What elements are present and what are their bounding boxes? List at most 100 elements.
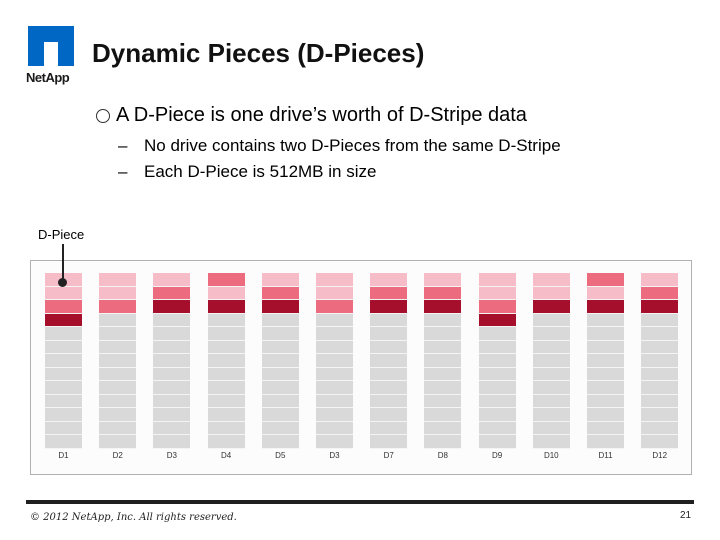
d-piece-cell bbox=[153, 300, 191, 314]
drive-label: D9 bbox=[491, 451, 503, 460]
empty-cell bbox=[478, 354, 516, 368]
d-piece-cell bbox=[424, 273, 462, 287]
empty-cell bbox=[478, 381, 516, 395]
d-piece-cell bbox=[424, 286, 462, 300]
sub-bullet-2: – Each D-Piece is 512MB in size bbox=[118, 162, 376, 182]
empty-cell bbox=[99, 408, 137, 422]
drive-label: D3 bbox=[166, 451, 177, 460]
empty-cell bbox=[641, 367, 679, 381]
drive-label: D1 bbox=[58, 451, 69, 460]
d-piece-cell bbox=[45, 286, 82, 300]
d-piece-cell bbox=[587, 273, 624, 287]
empty-cell bbox=[424, 381, 462, 395]
empty-cell bbox=[316, 367, 353, 381]
empty-cell bbox=[532, 340, 570, 354]
d-piece-cell bbox=[261, 286, 299, 300]
empty-cell bbox=[424, 435, 462, 449]
empty-cell bbox=[641, 327, 679, 341]
empty-cell bbox=[370, 367, 408, 381]
empty-cell bbox=[153, 367, 191, 381]
empty-cell bbox=[532, 421, 570, 435]
empty-cell bbox=[45, 381, 82, 395]
sub-bullet-dash: – bbox=[118, 136, 128, 155]
empty-cell bbox=[261, 354, 299, 368]
empty-cell bbox=[587, 354, 624, 368]
callout-pointer-line bbox=[62, 244, 64, 282]
d-piece-cell bbox=[532, 300, 570, 314]
empty-cell bbox=[207, 381, 245, 395]
empty-cell bbox=[478, 327, 516, 341]
drive-column bbox=[478, 273, 516, 449]
empty-cell bbox=[641, 354, 679, 368]
empty-cell bbox=[153, 354, 191, 368]
empty-cell bbox=[207, 327, 245, 341]
d-piece-cell bbox=[261, 273, 299, 287]
empty-cell bbox=[316, 327, 353, 341]
empty-cell bbox=[207, 367, 245, 381]
d-piece-cell bbox=[478, 300, 516, 314]
empty-cell bbox=[207, 394, 245, 408]
empty-cell bbox=[316, 313, 353, 327]
drive-label: D4 bbox=[220, 451, 232, 460]
empty-cell bbox=[587, 340, 624, 354]
circle-bullet-icon bbox=[96, 108, 110, 123]
empty-cell bbox=[424, 421, 462, 435]
empty-cell bbox=[641, 313, 679, 327]
drive-label: D3 bbox=[329, 451, 340, 460]
d-piece-cell bbox=[45, 300, 82, 314]
empty-cell bbox=[370, 435, 408, 449]
d-piece-cell bbox=[641, 273, 679, 287]
d-piece-cell bbox=[99, 300, 137, 314]
empty-cell bbox=[532, 381, 570, 395]
d-piece-cell bbox=[532, 286, 570, 300]
empty-cell bbox=[153, 381, 191, 395]
empty-cell bbox=[316, 421, 353, 435]
d-piece-cell bbox=[532, 273, 570, 287]
drive-column bbox=[641, 273, 679, 449]
empty-cell bbox=[45, 421, 82, 435]
empty-cell bbox=[99, 381, 137, 395]
empty-cell bbox=[370, 381, 408, 395]
empty-cell bbox=[478, 435, 516, 449]
d-piece-cell bbox=[45, 313, 82, 327]
empty-cell bbox=[99, 340, 137, 354]
drive-label: D2 bbox=[112, 451, 123, 460]
empty-cell bbox=[153, 408, 191, 422]
d-piece-cell bbox=[207, 300, 245, 314]
d-piece-cell bbox=[316, 300, 353, 314]
empty-cell bbox=[207, 340, 245, 354]
empty-cell bbox=[316, 394, 353, 408]
empty-cell bbox=[424, 327, 462, 341]
empty-cell bbox=[45, 340, 82, 354]
drive-column bbox=[587, 273, 624, 449]
sub-bullet-text: Each D-Piece is 512MB in size bbox=[144, 162, 377, 181]
footer-divider bbox=[26, 500, 694, 504]
empty-cell bbox=[316, 408, 353, 422]
empty-cell bbox=[532, 327, 570, 341]
d-piece-cell bbox=[153, 286, 191, 300]
empty-cell bbox=[532, 367, 570, 381]
empty-cell bbox=[207, 313, 245, 327]
drive-column bbox=[424, 273, 462, 449]
empty-cell bbox=[370, 408, 408, 422]
empty-cell bbox=[641, 340, 679, 354]
empty-cell bbox=[478, 367, 516, 381]
empty-cell bbox=[45, 408, 82, 422]
empty-cell bbox=[532, 313, 570, 327]
empty-cell bbox=[207, 435, 245, 449]
empty-cell bbox=[370, 354, 408, 368]
d-piece-cell bbox=[641, 286, 679, 300]
copyright-text: © 2012 NetApp, Inc. All rights reserved. bbox=[30, 512, 237, 523]
d-piece-cell bbox=[478, 286, 516, 300]
empty-cell bbox=[370, 421, 408, 435]
d-piece-callout-label: D-Piece bbox=[38, 227, 85, 242]
empty-cell bbox=[153, 313, 191, 327]
empty-cell bbox=[153, 421, 191, 435]
d-piece-cell bbox=[207, 273, 245, 287]
empty-cell bbox=[153, 340, 191, 354]
empty-cell bbox=[478, 421, 516, 435]
empty-cell bbox=[261, 313, 299, 327]
drive-column bbox=[370, 273, 408, 449]
empty-cell bbox=[153, 435, 191, 449]
empty-cell bbox=[587, 367, 624, 381]
